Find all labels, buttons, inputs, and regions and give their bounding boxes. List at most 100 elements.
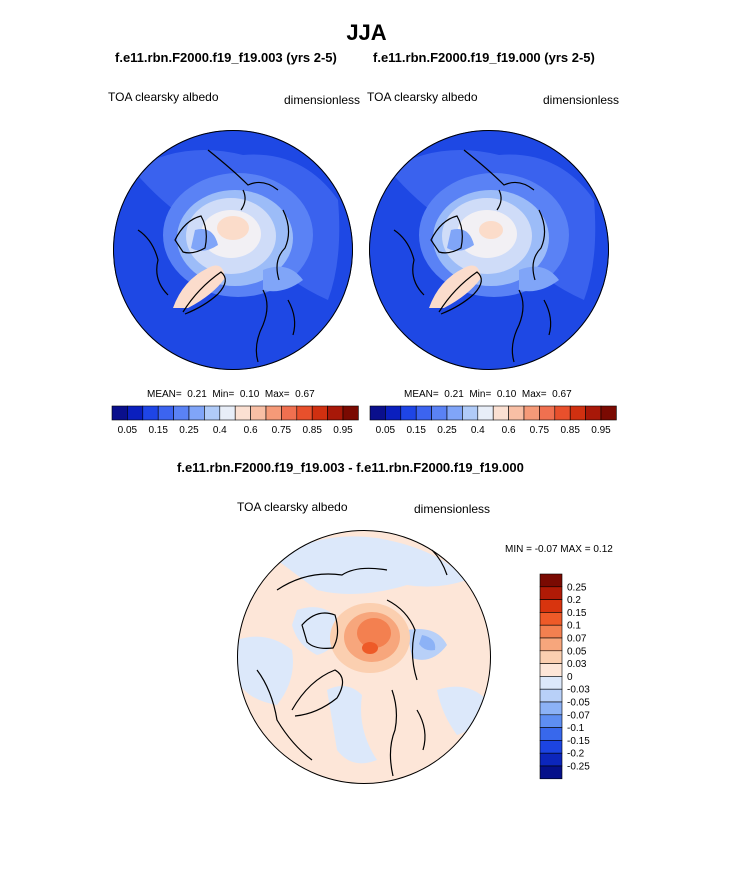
colorbar-tick-label: 0.15 (567, 608, 587, 619)
colorbar-swatch (327, 405, 344, 421)
colorbar-tick-label: 0.85 (560, 425, 580, 436)
colorbar-swatch (296, 405, 313, 421)
colorbar-swatch (569, 405, 586, 421)
mean-label: MEAN= (404, 389, 439, 400)
colorbar-swatch (157, 405, 174, 421)
colorbar-1: 0.05 0.15 0.25 0.4 0.6 0.75 0.85 0.95 (111, 405, 359, 436)
max-label: Max= (264, 389, 290, 400)
colorbar-tick-label: -0.25 (567, 762, 590, 773)
colorbar-tick-label: -0.1 (567, 723, 585, 734)
colorbar-tick-label: 0.85 (302, 425, 322, 436)
colorbar-swatch (492, 405, 509, 421)
colorbar-swatch (539, 637, 563, 652)
colorbar-tick-label: 0.2 (567, 595, 581, 606)
colorbar-swatch (281, 405, 298, 421)
colorbar-swatch (539, 740, 563, 754)
diff-subtitle: f.e11.rbn.F2000.f19_f19.003 - f.e11.rbn.… (177, 460, 524, 475)
colorbar-swatch (400, 405, 417, 421)
colorbar-tick-label: 0.6 (502, 425, 516, 436)
colorbar-tick-label: 0.25 (437, 425, 457, 436)
colorbar-swatch (111, 405, 128, 421)
max-value: 0.67 (295, 389, 315, 400)
polar-map-diff (237, 530, 491, 784)
colorbar-tick-label: 0.25 (567, 582, 587, 593)
colorbar-swatch (508, 405, 525, 421)
colorbar-swatch (219, 405, 236, 421)
colorbar-swatch (127, 405, 144, 421)
colorbar-swatch (431, 405, 448, 421)
diff-minmax: MIN = -0.07 MAX = 0.12 (505, 544, 613, 555)
colorbar-swatch (539, 650, 563, 664)
panel-2-stats: MEAN= 0.21 Min= 0.10 Max= 0.67 (404, 389, 572, 400)
colorbar-swatch (539, 663, 563, 677)
colorbar-tick-label: 0.05 (376, 425, 396, 436)
colorbar-diff: 0.25 0.2 0.15 0.1 0.070.05 0.03 0 -0.03 -0.05 -0.… (539, 573, 590, 780)
colorbar-swatch (311, 405, 328, 421)
polar-map-1 (113, 130, 353, 370)
panel-2-units-label: dimensionless (543, 93, 620, 107)
colorbar-tick-label: 0.75 (272, 425, 292, 436)
colorbar-tick-label: 0.4 (471, 425, 485, 436)
colorbar-swatch (539, 586, 563, 600)
panel-1-variable-label: TOA clearsky albedo (108, 90, 219, 104)
panel-1-subtitle: f.e11.rbn.F2000.f19_f19.003 (yrs 2-5) (115, 50, 337, 65)
colorbar-swatch (539, 624, 563, 639)
colorbar-tick-label: -0.03 (567, 685, 590, 696)
max-label: Max= (521, 389, 547, 400)
colorbar-swatch (204, 405, 221, 421)
mean-label: MEAN= (147, 389, 182, 400)
mean-value: 0.21 (444, 389, 464, 400)
colorbar-tick-label: 0.07 (567, 634, 587, 645)
colorbar-swatch (265, 405, 282, 421)
colorbar-tick-label: 0.4 (213, 425, 227, 436)
main-title: JJA (346, 20, 387, 45)
colorbar-swatch (462, 405, 479, 421)
colorbar-tick-label: 0.95 (591, 425, 611, 436)
colorbar-swatch (539, 752, 563, 767)
colorbar-swatch (539, 573, 563, 588)
diff-variable-label: TOA clearsky albedo (237, 500, 348, 514)
max-value: 0.67 (552, 389, 572, 400)
colorbar-swatch (554, 405, 571, 421)
colorbar-swatch (539, 765, 563, 780)
colorbar-tick-label: 0.05 (567, 646, 587, 657)
colorbar-tick-label: 0.95 (333, 425, 353, 436)
colorbar-tick-label: 0.6 (244, 425, 258, 436)
panel-1-stats: MEAN= 0.21 Min= 0.10 Max= 0.67 (147, 389, 315, 400)
colorbar-tick-label: -0.2 (567, 749, 585, 760)
mean-value: 0.21 (187, 389, 207, 400)
panel-1-units-label: dimensionless (284, 93, 361, 107)
colorbar-swatch (342, 405, 359, 421)
colorbar-tick-label: 0.03 (567, 659, 587, 670)
colorbar-tick-label: 0.1 (567, 621, 581, 632)
colorbar-swatch (539, 714, 563, 728)
panel-2-subtitle: f.e11.rbn.F2000.f19_f19.000 (yrs 2-5) (373, 50, 595, 65)
colorbar-swatch (234, 405, 251, 421)
colorbar-swatch (539, 612, 563, 626)
colorbar-swatch (415, 405, 432, 421)
colorbar-2: 0.05 0.15 0.25 0.4 0.6 0.75 0.85 0.95 (369, 405, 617, 436)
colorbar-tick-label: -0.05 (567, 698, 590, 709)
colorbar-tick-label: 0.15 (406, 425, 426, 436)
colorbar-swatch (385, 405, 402, 421)
colorbar-tick-label: 0 (567, 672, 573, 683)
colorbar-swatch (523, 405, 540, 421)
polar-map-2 (369, 130, 609, 370)
colorbar-swatch (369, 405, 386, 421)
min-label: Min= (212, 389, 235, 400)
colorbar-swatch (539, 727, 563, 741)
colorbar-tick-label: -0.15 (567, 736, 590, 747)
colorbar-swatch (539, 688, 563, 703)
colorbar-swatch (585, 405, 602, 421)
diff-units-label: dimensionless (414, 502, 491, 516)
colorbar-swatch (477, 405, 494, 421)
colorbar-swatch (188, 405, 205, 421)
colorbar-swatch (600, 405, 617, 421)
colorbar-swatch (539, 599, 563, 613)
colorbar-swatch (539, 676, 563, 690)
panel-2-variable-label: TOA clearsky albedo (367, 90, 478, 104)
colorbar-swatch (446, 405, 463, 421)
colorbar-tick-label: 0.25 (179, 425, 199, 436)
colorbar-swatch (539, 405, 556, 421)
colorbar-swatch (173, 405, 190, 421)
